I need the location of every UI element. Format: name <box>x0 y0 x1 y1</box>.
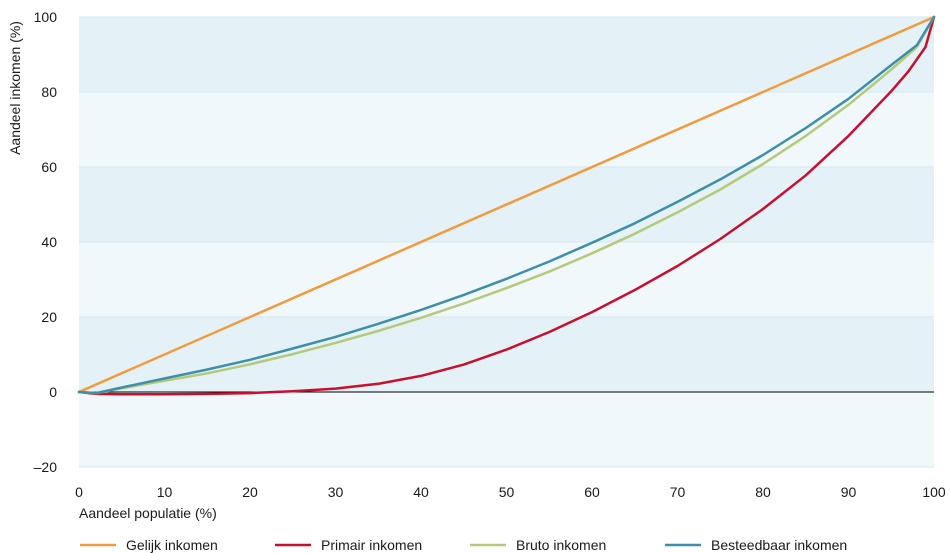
legend-label: Primair inkomen <box>321 537 422 553</box>
plot-background <box>79 17 934 467</box>
x-tick-label: 100 <box>922 484 946 500</box>
x-tick-label: 10 <box>157 484 173 500</box>
x-tick-label: 40 <box>413 484 429 500</box>
series-line <box>77 15 936 395</box>
legend-label: Gelijk inkomen <box>126 537 218 553</box>
x-tick-labels: 0 10 20 30 40 50 60 70 80 90 100 <box>75 484 946 500</box>
x-tick-label: 0 <box>75 484 83 500</box>
legend: Gelijk inkomen Primair inkomen Bruto inkom… <box>80 537 847 553</box>
background-band <box>79 92 934 167</box>
background-band <box>79 317 934 392</box>
x-axis-label: Aandeel populatie (%) <box>79 505 217 521</box>
background-band <box>79 17 934 92</box>
x-tick-label: 20 <box>242 484 258 500</box>
y-tick-labels: –20 0 20 40 60 80 100 <box>34 9 58 475</box>
x-tick-label: 30 <box>328 484 344 500</box>
legend-label: Besteedbaar inkomen <box>711 537 847 553</box>
x-tick-label: 90 <box>841 484 857 500</box>
y-tick-label: 40 <box>41 234 57 250</box>
x-tick-label: 80 <box>755 484 771 500</box>
y-tick-label: 100 <box>34 9 58 25</box>
legend-label: Bruto inkomen <box>516 537 606 553</box>
series-line <box>77 15 936 394</box>
y-tick-label: 0 <box>49 384 57 400</box>
series-line <box>77 15 936 395</box>
background-band <box>79 392 934 467</box>
series-lines <box>77 15 936 396</box>
y-tick-label: 60 <box>41 159 57 175</box>
gridlines <box>79 16 934 468</box>
x-tick-label: 70 <box>670 484 686 500</box>
x-tick-label: 50 <box>499 484 515 500</box>
y-tick-label: –20 <box>34 459 58 475</box>
y-tick-label: 20 <box>41 309 57 325</box>
x-tick-label: 60 <box>584 484 600 500</box>
y-axis-label: Aandeel inkomen (%) <box>7 21 23 155</box>
y-tick-label: 80 <box>41 84 57 100</box>
series-line <box>77 15 936 396</box>
